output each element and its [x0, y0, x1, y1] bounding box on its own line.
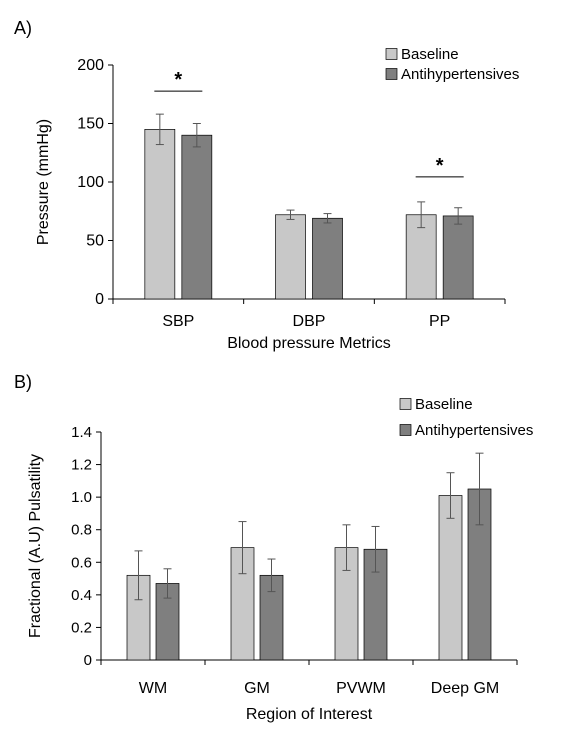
y-tick-label: 0.6 — [71, 554, 92, 571]
legend: Baseline Antihypertensives — [385, 46, 519, 83]
y-tick-label: 100 — [77, 174, 104, 191]
bar-baseline — [275, 214, 306, 300]
panel-label: B) — [14, 372, 32, 392]
bar-antihypertensives — [181, 134, 213, 300]
legend-label: Baseline — [415, 396, 473, 413]
bar-antihypertensives — [442, 215, 474, 300]
x-tick-label: WM — [139, 680, 167, 697]
x-tick-label: Deep GM — [431, 680, 499, 697]
bar-baseline — [438, 495, 463, 661]
legend: Baseline Antihypertensives — [399, 396, 533, 439]
y-tick-label: 1.0 — [71, 489, 92, 506]
bar-antihypertensives — [312, 217, 343, 300]
legend-swatch-antihypertensives — [385, 68, 398, 80]
x-tick-label: SBP — [162, 313, 194, 330]
x-tick-label: PP — [429, 313, 450, 330]
y-tick-label: 0 — [84, 652, 92, 669]
y-tick-label: 0.8 — [71, 522, 92, 539]
bar-baseline — [405, 214, 437, 300]
legend-label: Antihypertensives — [401, 66, 519, 83]
legend-swatch-baseline — [399, 398, 412, 410]
chart-panel-a: A) 0 50 100 150 200 SBP DBP PP * * Blood pressure M… — [14, 18, 519, 352]
significance-star: * — [436, 155, 444, 177]
y-axis-label: Pressure (mmHg) — [35, 119, 52, 245]
y-tick-label: 200 — [77, 57, 104, 74]
chart-panel-b: B) 0 0.2 0.4 0.6 0.8 1.0 1.2 1.4 WM GM PVWM Deep GM R… — [14, 372, 533, 723]
legend-swatch-baseline — [385, 48, 398, 60]
legend-swatch-antihypertensives — [399, 424, 412, 436]
x-tick-label: PVWM — [336, 680, 386, 697]
y-tick-label: 1.2 — [71, 457, 92, 474]
y-tick-label: 0.2 — [71, 619, 92, 636]
panel-label: A) — [14, 18, 32, 38]
y-tick-label: 50 — [86, 233, 104, 250]
x-tick-label: DBP — [293, 313, 326, 330]
y-tick-label: 0.4 — [71, 587, 92, 604]
y-axis-label: Fractional (A.U) Pulsatility — [27, 454, 44, 638]
significance-star: * — [174, 69, 182, 91]
legend-label: Baseline — [401, 46, 459, 63]
y-tick-label: 0 — [95, 291, 104, 308]
legend-label: Antihypertensives — [415, 422, 533, 439]
x-axis-label: Region of Interest — [246, 706, 373, 723]
x-tick-label: GM — [244, 680, 270, 697]
bar-baseline — [144, 129, 176, 300]
x-axis-label: Blood pressure Metrics — [227, 335, 391, 352]
y-tick-label: 1.4 — [71, 424, 92, 441]
y-tick-label: 150 — [77, 116, 104, 133]
